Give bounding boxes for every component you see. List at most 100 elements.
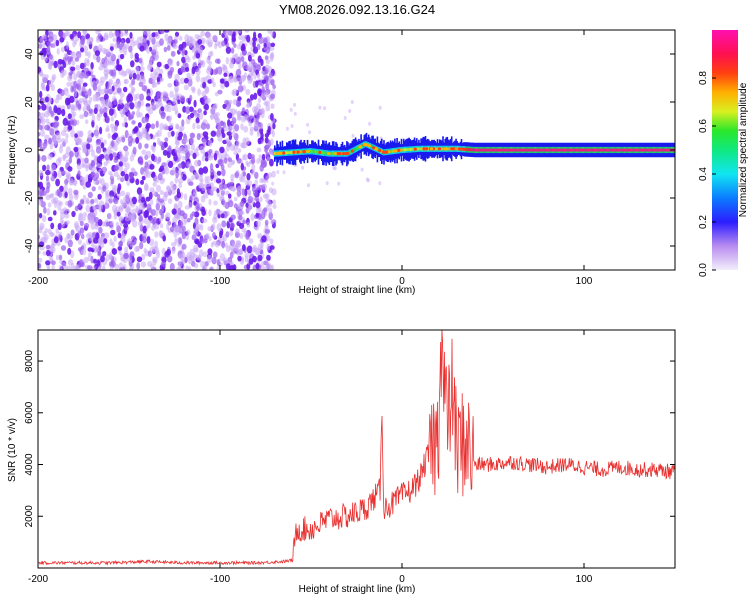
noise-mark [270,79,275,86]
noise-mark [48,106,52,114]
noise-mark [208,154,214,161]
noise-mark [200,122,207,130]
track-core-mark [489,148,491,152]
noise-mark [263,101,269,106]
noise-mark [232,31,236,37]
noise-mark [182,225,186,233]
noise-mark [260,108,266,115]
noise-mark [235,68,242,77]
noise-mark [158,140,162,147]
noise-mark [272,84,276,90]
noise-mark [265,262,272,269]
noise-mark [217,124,222,131]
track-core-mark [608,148,610,152]
noise-mark [123,51,127,56]
noise-mark [189,132,195,139]
noise-mark [237,148,242,153]
noise-mark [63,87,69,92]
track-core-mark [574,148,576,152]
noise-mark [118,216,124,222]
track-core-mark [290,151,292,154]
y-tick-label: 20 [24,96,35,108]
track-spot [385,150,389,154]
noise-mark [42,164,47,172]
noise-mark [225,231,230,238]
track-core-mark [619,148,621,152]
noise-mark [230,47,235,54]
noise-mark [107,132,111,139]
noise-mark [224,80,230,88]
noise-mark [80,91,87,97]
track-core-mark [472,148,475,152]
track-core-mark [311,149,313,153]
noise-mark [191,87,196,94]
noise-mark [174,238,178,244]
noise-mark [124,30,128,34]
track-spot [334,152,338,156]
noise-mark [92,204,98,211]
noise-mark [50,192,55,198]
noise-mark [179,95,186,102]
noise-mark [266,129,271,136]
noise-mark [151,153,155,162]
track-spot [394,149,398,153]
noise-mark [87,265,93,270]
noise-mark [92,265,96,270]
noise-mark [195,239,199,245]
noise-mark [109,46,114,51]
track-core-mark [316,150,319,154]
noise-mark [101,99,105,107]
noise-mark [140,73,145,80]
noise-mark [244,30,250,33]
x-tick-label: -200 [28,276,48,287]
noise-mark [64,213,70,219]
noise-mark [270,264,274,270]
noise-mark [233,150,238,156]
track-core-mark [390,150,393,153]
noise-mark [156,61,162,68]
noise-mark [123,79,128,85]
noise-mark [55,158,62,166]
noise-mark [242,219,247,225]
noise-mark [70,107,75,115]
noise-mark [141,85,147,92]
noise-mark [142,30,146,35]
noise-mark [51,264,55,270]
noise-mark [211,77,215,84]
noise-mark [234,109,238,115]
noise-mark [96,163,103,169]
noise-mark [86,100,91,107]
faint-mark [282,170,286,175]
noise-mark [260,261,265,268]
noise-mark [203,110,207,116]
track-core-mark [614,148,617,152]
noise-mark [143,210,149,219]
noise-mark [229,186,234,191]
track-core-mark [662,148,665,152]
track-core-mark [579,148,582,152]
noise-mark [232,88,238,95]
noise-mark [57,203,62,211]
top-y-axis-label: Frequency (Hz) [7,116,18,185]
noise-mark [152,181,157,187]
noise-mark [256,73,261,78]
noise-mark [124,162,130,170]
track-core-mark [545,148,548,152]
track-core-mark [467,148,469,151]
noise-mark [134,245,140,253]
faint-mark [350,100,354,104]
noise-mark [183,138,189,143]
noise-mark [101,265,106,270]
noise-mark [103,139,107,145]
noise-mark [84,51,89,57]
noise-mark [251,247,257,253]
faint-mark [343,116,347,120]
noise-mark [82,96,88,104]
noise-mark [79,130,84,138]
track-core-mark [406,148,408,152]
noise-mark [146,203,152,212]
noise-mark [129,241,135,248]
noise-mark [113,235,117,243]
track-core-mark [466,148,468,151]
noise-mark [163,166,168,173]
